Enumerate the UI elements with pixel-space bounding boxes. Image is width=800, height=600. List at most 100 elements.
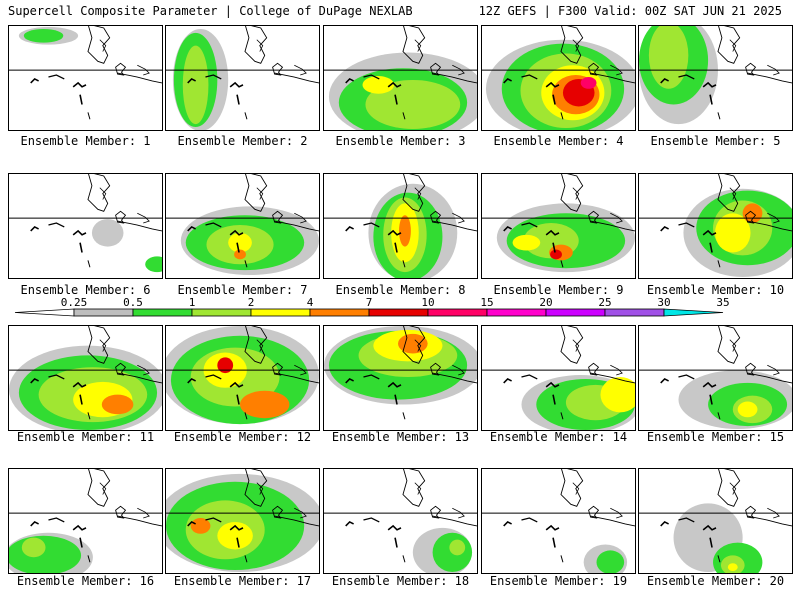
- member-map-6: [8, 173, 163, 279]
- map-boundaries: [482, 174, 635, 268]
- scp-contour: [365, 79, 461, 130]
- scp-contour: [362, 76, 395, 94]
- color-scale-legend: 0.25 0.5 1 2 4 7 10 15 20 25 30 35: [14, 296, 730, 317]
- scp-field: [639, 26, 718, 125]
- scp-contour: [145, 256, 162, 273]
- map-boundaries: [9, 469, 162, 563]
- legend-tick-label: 30: [657, 296, 670, 309]
- member-label-12: Ensemble Member: 12: [173, 430, 312, 444]
- member-map-2: [165, 25, 320, 131]
- member-map-17: [165, 468, 320, 574]
- member-map-10: [638, 173, 793, 279]
- legend-swatch: [309, 308, 370, 317]
- scp-contour: [21, 537, 46, 558]
- member-label-11: Ensemble Member: 11: [16, 430, 155, 444]
- scp-contour: [580, 77, 597, 89]
- map-boundaries: [9, 174, 162, 268]
- page-title: Supercell Composite Parameter | College …: [8, 4, 413, 18]
- member-label-1: Ensemble Member: 1: [20, 134, 151, 148]
- scp-field: [9, 345, 162, 430]
- map-boundaries: [639, 469, 792, 563]
- scp-field: [673, 503, 763, 573]
- legend-tick-label: 0.25: [61, 296, 88, 309]
- scp-field: [368, 183, 458, 278]
- member-map-4: [481, 25, 636, 131]
- legend-swatch: [663, 308, 724, 317]
- legend-tick-label: 2: [248, 296, 255, 309]
- scp-field: [412, 527, 473, 573]
- map-boundaries: [324, 326, 477, 420]
- member-label-4: Ensemble Member: 4: [493, 134, 624, 148]
- member-map-11: [8, 325, 163, 431]
- scp-contour: [91, 219, 124, 247]
- member-map-18: [323, 468, 478, 574]
- legend-tick-label: 4: [307, 296, 314, 309]
- map-boundaries: [639, 174, 792, 268]
- scp-field: [328, 52, 477, 130]
- legend-tick-label: 1: [189, 296, 196, 309]
- legend-swatch: [132, 308, 193, 317]
- legend-swatch: [545, 308, 606, 317]
- legend-swatch: [427, 308, 488, 317]
- legend-tick-label: 10: [421, 296, 434, 309]
- member-label-5: Ensemble Member: 5: [650, 134, 781, 148]
- scp-contour: [101, 394, 134, 415]
- member-label-3: Ensemble Member: 3: [335, 134, 466, 148]
- map-boundaries: [166, 469, 319, 563]
- legend-swatch: [73, 308, 134, 317]
- member-label-14: Ensemble Member: 14: [489, 430, 628, 444]
- scp-field: [91, 219, 162, 273]
- scp-field: [683, 188, 792, 278]
- member-label-19: Ensemble Member: 19: [489, 574, 628, 588]
- member-label-17: Ensemble Member: 17: [173, 574, 312, 588]
- member-map-19: [481, 468, 636, 574]
- scp-field: [180, 206, 319, 276]
- scp-contour: [449, 539, 466, 556]
- scp-field: [18, 26, 79, 45]
- scp-contour: [190, 518, 211, 534]
- scp-field: [485, 39, 635, 130]
- member-label-16: Ensemble Member: 16: [16, 574, 155, 588]
- scp-field: [583, 544, 628, 573]
- legend-swatch: [604, 308, 665, 317]
- legend-swatch: [191, 308, 252, 317]
- map-boundaries: [482, 26, 635, 120]
- member-map-14: [481, 325, 636, 431]
- scp-contour: [512, 234, 541, 251]
- legend-tick-label: 20: [539, 296, 552, 309]
- scp-contour: [240, 390, 290, 419]
- member-label-9: Ensemble Member: 9: [493, 283, 624, 297]
- member-map-20: [638, 468, 793, 574]
- map-boundaries: [9, 26, 162, 120]
- scp-contour: [217, 521, 253, 550]
- member-label-20: Ensemble Member: 20: [646, 574, 785, 588]
- legend-tick-label: 0.5: [123, 296, 143, 309]
- member-label-18: Ensemble Member: 18: [331, 574, 470, 588]
- scp-contour: [737, 401, 758, 418]
- scp-contour: [217, 357, 234, 374]
- scp-contour: [399, 215, 411, 247]
- run-info: 12Z GEFS | F300 Valid: 00Z SAT JUN 21 20…: [478, 4, 782, 18]
- map-boundaries: [639, 26, 792, 120]
- scp-contour: [550, 249, 562, 260]
- legend-swatch: [368, 308, 429, 317]
- member-map-16: [8, 468, 163, 574]
- member-label-7: Ensemble Member: 7: [177, 283, 308, 297]
- scp-contour: [398, 333, 428, 354]
- legend-tick-label: 35: [716, 296, 729, 309]
- member-label-6: Ensemble Member: 6: [20, 283, 151, 297]
- scp-field: [496, 203, 635, 273]
- member-map-8: [323, 173, 478, 279]
- member-label-10: Ensemble Member: 10: [646, 283, 785, 297]
- map-boundaries: [166, 326, 319, 420]
- map-boundaries: [324, 174, 477, 268]
- scp-contour: [23, 28, 64, 43]
- scp-contour: [182, 45, 209, 125]
- scp-field: [324, 326, 477, 405]
- map-boundaries: [166, 26, 319, 120]
- scp-field: [166, 326, 319, 425]
- member-map-15: [638, 325, 793, 431]
- member-map-12: [165, 325, 320, 431]
- member-label-2: Ensemble Member: 2: [177, 134, 308, 148]
- map-boundaries: [9, 326, 162, 420]
